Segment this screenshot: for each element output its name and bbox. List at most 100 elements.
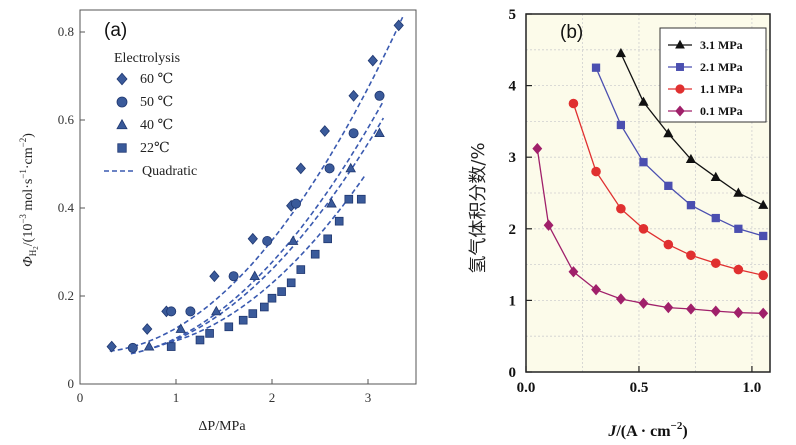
chart-b-y-ticks: 0 1 2 3 4 5	[509, 7, 532, 381]
chart-a-y-tick-label: 0.4	[58, 200, 75, 215]
chart-a-y-label-exp2: −1	[18, 169, 28, 179]
chart-b-y-tick-label: 5	[509, 7, 517, 23]
chart-b-point-s1-4	[686, 201, 696, 210]
chart-b-point-s1-2	[639, 158, 648, 167]
chart-b-point-s3-3	[591, 283, 601, 296]
chart-a-point-s0-10	[393, 19, 404, 32]
chart-a-point-s3-1	[195, 335, 205, 345]
chart-a-fit-curve-2	[146, 117, 385, 351]
chart-a-legend-label-2: 40 ℃	[140, 118, 173, 133]
chart-b-point-s2-3	[638, 224, 649, 234]
chart-a-point-s1-4	[262, 235, 273, 246]
chart-a-y-label-end: )	[21, 133, 36, 138]
chart-a-point-s0-6	[295, 162, 306, 175]
chart-b-y-tick-label: 1	[509, 293, 517, 309]
chart-a-point-s3-14	[344, 194, 354, 204]
chart-a-y-label-mid2: ·cm	[21, 147, 36, 169]
chart-a-y-label: ΦH2/(10−3 mol·s−1·cm−2)	[18, 133, 40, 267]
chart-b-point-s0-0	[615, 47, 626, 58]
chart-a-point-s0-9	[367, 54, 378, 67]
chart-b-point-s3-9	[733, 306, 744, 319]
chart-b-point-s2-7	[733, 264, 744, 275]
chart-b-point-s2-0	[568, 98, 579, 109]
chart-a-point-s3-2	[205, 329, 214, 338]
chart-a-legend-marker-3	[117, 143, 127, 153]
chart-b-point-s3-0	[532, 142, 543, 155]
chart-b-point-s3-1	[543, 219, 554, 231]
chart-a-point-s0-0	[106, 340, 117, 353]
chart-a-point-s0-8	[348, 89, 359, 102]
chart-a-legend-marker-1	[116, 96, 128, 108]
chart-a-point-s1-2	[185, 306, 196, 317]
chart-a-point-s0-4	[247, 232, 258, 245]
chart-b-x-label-exp: −2	[671, 420, 683, 432]
chart-a-point-s3-15	[356, 194, 366, 204]
chart-b-point-s3-6	[663, 301, 674, 314]
chart-b-point-s1-5	[711, 213, 720, 223]
chart-a-point-s3-7	[267, 293, 277, 303]
chart-a-legend-marker-0	[116, 72, 128, 86]
chart-a-legend-fit-label: Quadratic	[142, 164, 197, 179]
chart-a-legend-title: Electrolysis	[114, 51, 180, 66]
chart-b-point-s2-4	[663, 239, 674, 250]
chart-b-y-tick-label: 3	[509, 150, 517, 166]
chart-b-point-s3-4	[615, 293, 626, 305]
chart-a-fit-curve-0	[109, 16, 404, 352]
chart-a-y-label-mid: mol·s	[21, 179, 36, 214]
chart-a-point-s2-0	[143, 340, 155, 351]
chart-a-legend-label-3: 22℃	[140, 141, 170, 156]
chart-b-point-s1-7	[759, 231, 768, 241]
chart-b-legend-box	[659, 27, 767, 123]
chart-b-point-s1-6	[734, 224, 743, 233]
chart-b-x-tick-label: 0.5	[630, 380, 649, 396]
chart-a-y-label-subsub: 2	[32, 246, 40, 250]
chart-a-fit-curves	[109, 16, 404, 355]
chart-b: 0.0 0.5 1.0 0 1 2 3 4 5 (b) 3.1 MPa 2.1 MPa 1.1 M…	[468, 7, 771, 440]
chart-b-point-s3-8	[710, 305, 721, 317]
chart-b-x-label-main: J	[607, 423, 617, 440]
chart-a-points	[106, 19, 404, 353]
chart-b-point-s0-6	[758, 199, 769, 209]
chart-b-point-s2-2	[616, 203, 626, 214]
chart-b-y-tick-label: 0	[509, 365, 517, 381]
chart-b-point-s0-4	[710, 171, 721, 181]
chart-a-point-s2-5	[326, 197, 337, 208]
chart-a-y-tick-label: 0.8	[58, 24, 74, 39]
chart-a-legend-label-0: 60 ℃	[140, 72, 173, 87]
chart-a-fit-curve-3	[169, 174, 366, 344]
chart-a-x-tick-label: 0	[77, 390, 84, 405]
chart-b-legend-marker-3	[675, 105, 685, 117]
chart-a-point-s2-7	[374, 127, 385, 138]
chart-b-point-s2-6	[710, 258, 721, 268]
chart-a-point-s1-5	[290, 198, 301, 209]
chart-a-point-s3-3	[224, 322, 234, 332]
chart-b-point-s1-0	[591, 63, 601, 72]
chart-a-x-ticks: 0 1 2 3	[77, 379, 372, 405]
chart-a-panel-label: (a)	[104, 20, 127, 41]
chart-a-point-s2-3	[249, 270, 260, 281]
chart-b-frame	[525, 13, 771, 373]
chart-b-point-s0-2	[663, 128, 674, 138]
chart-a-point-s2-2	[211, 305, 222, 316]
chart-b-point-s2-8	[758, 270, 769, 281]
chart-a-x-tick-label: 1	[173, 390, 180, 405]
chart-b-point-s1-3	[664, 181, 673, 190]
chart-a-y-label-exp1: −3	[18, 214, 28, 224]
chart-a-point-s1-0	[127, 342, 138, 353]
chart-a-point-s1-3	[228, 271, 239, 282]
chart-a-frame	[79, 9, 417, 385]
chart-a-point-s3-0	[166, 342, 176, 351]
chart-b-point-s3-2	[568, 266, 579, 278]
chart-b-legend-label-3: 0.1 MPa	[700, 104, 743, 118]
chart-b-point-s3-7	[685, 303, 696, 315]
chart-a-x-tick-label: 3	[365, 390, 372, 405]
chart-b-x-ticks: 0.0 0.5 1.0	[517, 366, 761, 396]
chart-a-point-s2-6	[345, 162, 356, 173]
chart-a: 0 1 2 3 0 0.2 0.4 0.6 0.8 (a) Electrolysis 60 ℃…	[18, 9, 417, 434]
chart-a-legend-label-1: 50 ℃	[140, 95, 173, 110]
chart-b-y-tick-label: 2	[509, 222, 517, 238]
chart-b-legend-label-0: 3.1 MPa	[700, 38, 743, 52]
chart-b-point-s2-5	[686, 250, 696, 261]
chart-b-panel-label: (b)	[560, 22, 583, 43]
